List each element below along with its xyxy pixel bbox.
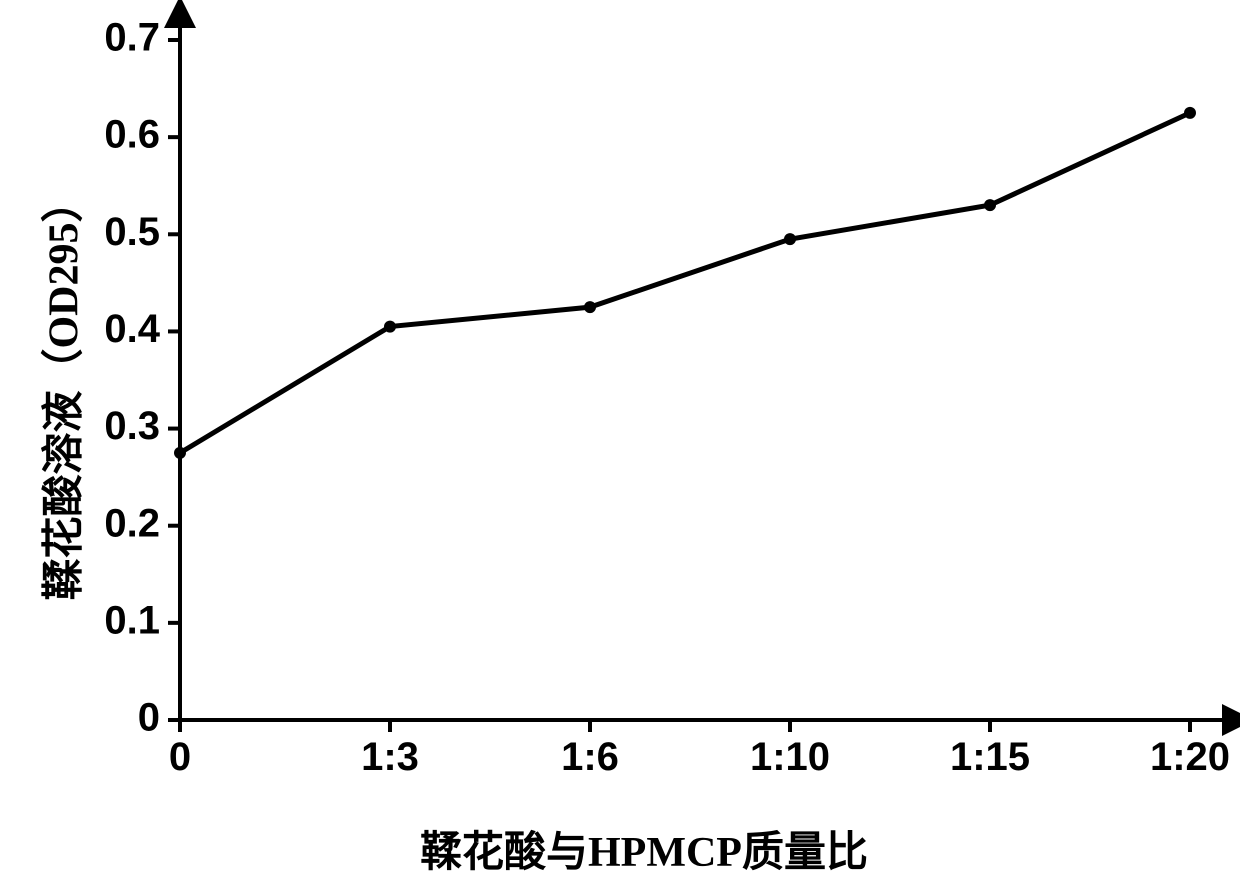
x-axis-label: 鞣花酸与HPMCP质量比 bbox=[420, 818, 868, 879]
data-point bbox=[1184, 107, 1196, 119]
chart-container: 0 0.1 0.2 0.3 0.4 0.5 0.6 0.7 0 1:3 1:6 1:10 1:15 1:2… bbox=[0, 0, 1240, 879]
y-tick-label: 0 bbox=[138, 696, 160, 740]
y-tick-label: 0.4 bbox=[104, 307, 160, 351]
y-tick-label: 0.5 bbox=[104, 210, 160, 254]
data-line bbox=[180, 113, 1190, 453]
y-tick-label: 0.2 bbox=[104, 501, 160, 545]
x-tick-label: 0 bbox=[169, 735, 191, 779]
y-tick-label: 0.6 bbox=[104, 113, 160, 157]
data-point bbox=[584, 301, 596, 313]
y-tick-label: 0.3 bbox=[104, 404, 160, 448]
y-tick-label: 0.7 bbox=[104, 16, 160, 60]
y-axis-label: 鞣花酸溶液（OD295） bbox=[30, 176, 91, 606]
x-tick-label: 1:15 bbox=[950, 735, 1030, 779]
x-tick-label: 1:20 bbox=[1150, 735, 1230, 779]
y-tick-label: 0.1 bbox=[104, 598, 160, 642]
line-chart: 0 0.1 0.2 0.3 0.4 0.5 0.6 0.7 0 1:3 1:6 1:10 1:15 1:2… bbox=[0, 0, 1240, 879]
x-tick-label: 1:6 bbox=[561, 735, 619, 779]
x-tick-label: 1:3 bbox=[361, 735, 419, 779]
data-point bbox=[984, 199, 996, 211]
x-tick-label: 1:10 bbox=[750, 735, 830, 779]
data-point bbox=[384, 321, 396, 333]
data-point bbox=[784, 233, 796, 245]
data-point bbox=[174, 447, 186, 459]
